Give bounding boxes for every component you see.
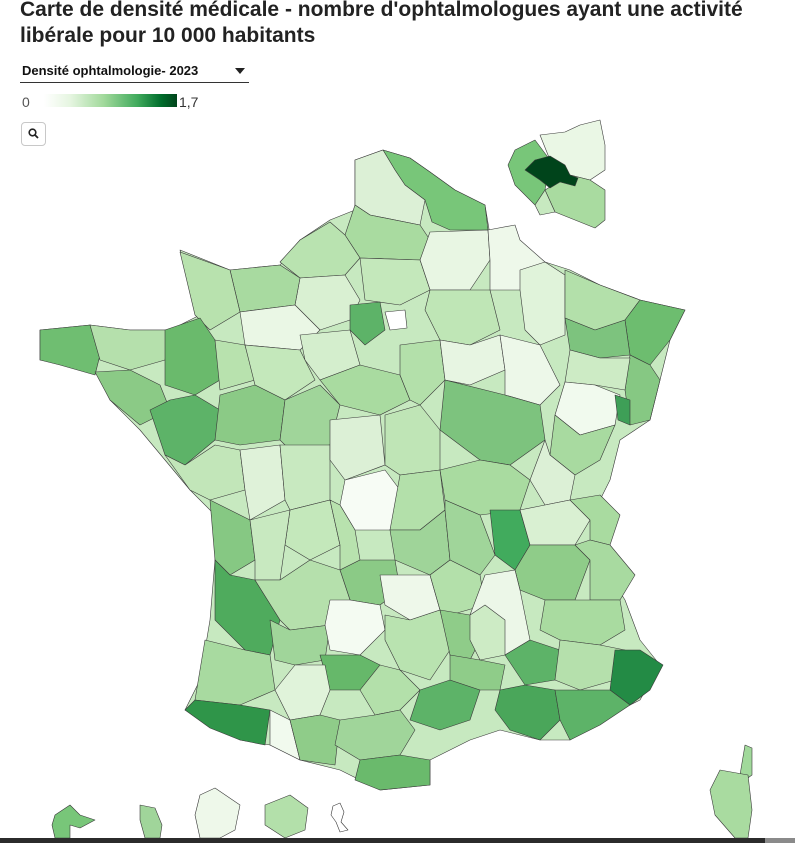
dept-vienne[interactable] (279, 444, 331, 511)
inset-paris[interactable] (524, 155, 579, 189)
map-title: Carte de densité médicale - nombre d'oph… (20, 0, 743, 47)
dept-lot[interactable] (324, 599, 386, 656)
dept-hautes-alpes[interactable] (539, 599, 626, 646)
dept-savoie[interactable] (574, 539, 636, 601)
la-reunion[interactable] (264, 794, 309, 839)
legend-max-label: 1,7 (179, 94, 199, 110)
search-icon (28, 128, 39, 139)
dept-var[interactable] (554, 689, 631, 741)
legend-min-label: 0 (22, 94, 30, 110)
corse-main[interactable] (709, 769, 753, 839)
indicator-dropdown-label: Densité ophtalmologie- 2023 (22, 63, 199, 78)
dept-cote-dor[interactable] (439, 379, 546, 466)
bottom-bar (0, 838, 795, 843)
dept-calvados[interactable] (229, 264, 301, 313)
legend-color-ramp (44, 94, 177, 107)
dept-meuse[interactable] (519, 261, 566, 346)
dept-isere[interactable] (514, 544, 591, 601)
dept-aveyron[interactable] (384, 609, 451, 681)
dept-bouches-du-rhone[interactable] (494, 684, 561, 741)
search-button[interactable] (21, 122, 46, 146)
dept-territoire-belfort[interactable] (614, 394, 631, 426)
dept-deux-sevres[interactable] (239, 444, 286, 521)
dept-ille-et-vilaine[interactable] (164, 317, 221, 396)
guadeloupe[interactable] (51, 804, 96, 839)
indicator-dropdown[interactable]: Densité ophtalmologie- 2023 (20, 60, 249, 83)
guyane[interactable] (194, 787, 241, 839)
dept-pyrenees-atlantiques[interactable] (184, 699, 271, 746)
dept-oise[interactable] (359, 257, 431, 306)
dept-paris-area[interactable] (384, 309, 408, 331)
mayotte (330, 802, 349, 833)
dept-finistere[interactable] (39, 324, 101, 376)
dept-charente-maritime[interactable] (209, 499, 256, 576)
martinique[interactable] (139, 804, 163, 839)
chevron-down-icon (235, 68, 245, 74)
dept-val-doise[interactable] (349, 301, 386, 346)
dept-manche[interactable] (179, 251, 241, 331)
dept-pyrenees-orientales[interactable] (354, 754, 431, 791)
inset-val-de-marne[interactable] (544, 174, 606, 229)
inset-seine-saint-denis[interactable] (534, 189, 556, 216)
dept-cher[interactable] (329, 414, 386, 481)
dept-bas-rhin[interactable] (624, 299, 686, 366)
dept-marne[interactable] (424, 289, 501, 346)
dept-sarthe[interactable] (244, 344, 316, 401)
dept-aude[interactable] (334, 709, 416, 761)
